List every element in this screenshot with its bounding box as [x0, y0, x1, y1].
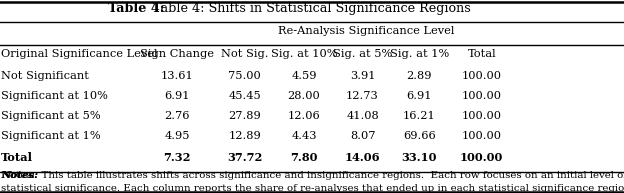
Text: 4.43: 4.43: [291, 131, 316, 141]
Text: Sign Change: Sign Change: [140, 49, 214, 59]
Text: 100.00: 100.00: [462, 91, 502, 101]
Text: Not Significant: Not Significant: [1, 71, 89, 81]
Text: Original Significance Level: Original Significance Level: [1, 49, 158, 59]
Text: 7.32: 7.32: [163, 152, 191, 163]
Text: 16.21: 16.21: [403, 111, 436, 121]
Text: Sig. at 10%: Sig. at 10%: [271, 49, 337, 59]
Text: Notes:: Notes:: [1, 171, 38, 180]
Text: 14.06: 14.06: [345, 152, 380, 163]
Text: 28.00: 28.00: [288, 91, 320, 101]
Text: 100.00: 100.00: [462, 131, 502, 141]
Text: 12.06: 12.06: [288, 111, 320, 121]
Text: Table 4:: Table 4:: [109, 2, 165, 15]
Text: Notes:: Notes:: [1, 171, 38, 180]
Text: Sig. at 5%: Sig. at 5%: [333, 49, 392, 59]
Text: statistical significance. Each column reports the share of re-analyses that ende: statistical significance. Each column re…: [1, 184, 624, 193]
Text: 2.89: 2.89: [407, 71, 432, 81]
Text: 4.59: 4.59: [291, 71, 316, 81]
Text: 6.91: 6.91: [165, 91, 190, 101]
Text: Table 4: Shifts in Statistical Significance Regions: Table 4: Shifts in Statistical Significa…: [153, 2, 471, 15]
Text: 6.91: 6.91: [407, 91, 432, 101]
Text: 69.66: 69.66: [403, 131, 436, 141]
Text: 3.91: 3.91: [350, 71, 375, 81]
Text: 100.00: 100.00: [462, 111, 502, 121]
Text: 4.95: 4.95: [165, 131, 190, 141]
Text: 75.00: 75.00: [228, 71, 261, 81]
Text: 27.89: 27.89: [228, 111, 261, 121]
Text: Total: Total: [467, 49, 496, 59]
Text: 7.80: 7.80: [290, 152, 318, 163]
Text: Significant at 5%: Significant at 5%: [1, 111, 101, 121]
Text: Re-Analysis Significance Level: Re-Analysis Significance Level: [278, 26, 454, 36]
Text: 100.00: 100.00: [462, 71, 502, 81]
Text: Sig. at 1%: Sig. at 1%: [390, 49, 449, 59]
Text: 13.61: 13.61: [161, 71, 193, 81]
Text: Significant at 10%: Significant at 10%: [1, 91, 108, 101]
Text: 33.10: 33.10: [402, 152, 437, 163]
Text: 12.89: 12.89: [228, 131, 261, 141]
Text: 8.07: 8.07: [350, 131, 375, 141]
Text: 12.73: 12.73: [346, 91, 379, 101]
Text: 100.00: 100.00: [460, 152, 504, 163]
Text: 2.76: 2.76: [165, 111, 190, 121]
Text: Notes:  This table illustrates shifts across significance and insignificance reg: Notes: This table illustrates shifts acr…: [1, 171, 624, 180]
Text: 37.72: 37.72: [227, 152, 262, 163]
Text: 41.08: 41.08: [346, 111, 379, 121]
Text: Not Sig.: Not Sig.: [221, 49, 268, 59]
Text: Total: Total: [1, 152, 33, 163]
Text: 45.45: 45.45: [228, 91, 261, 101]
Text: Significant at 1%: Significant at 1%: [1, 131, 101, 141]
